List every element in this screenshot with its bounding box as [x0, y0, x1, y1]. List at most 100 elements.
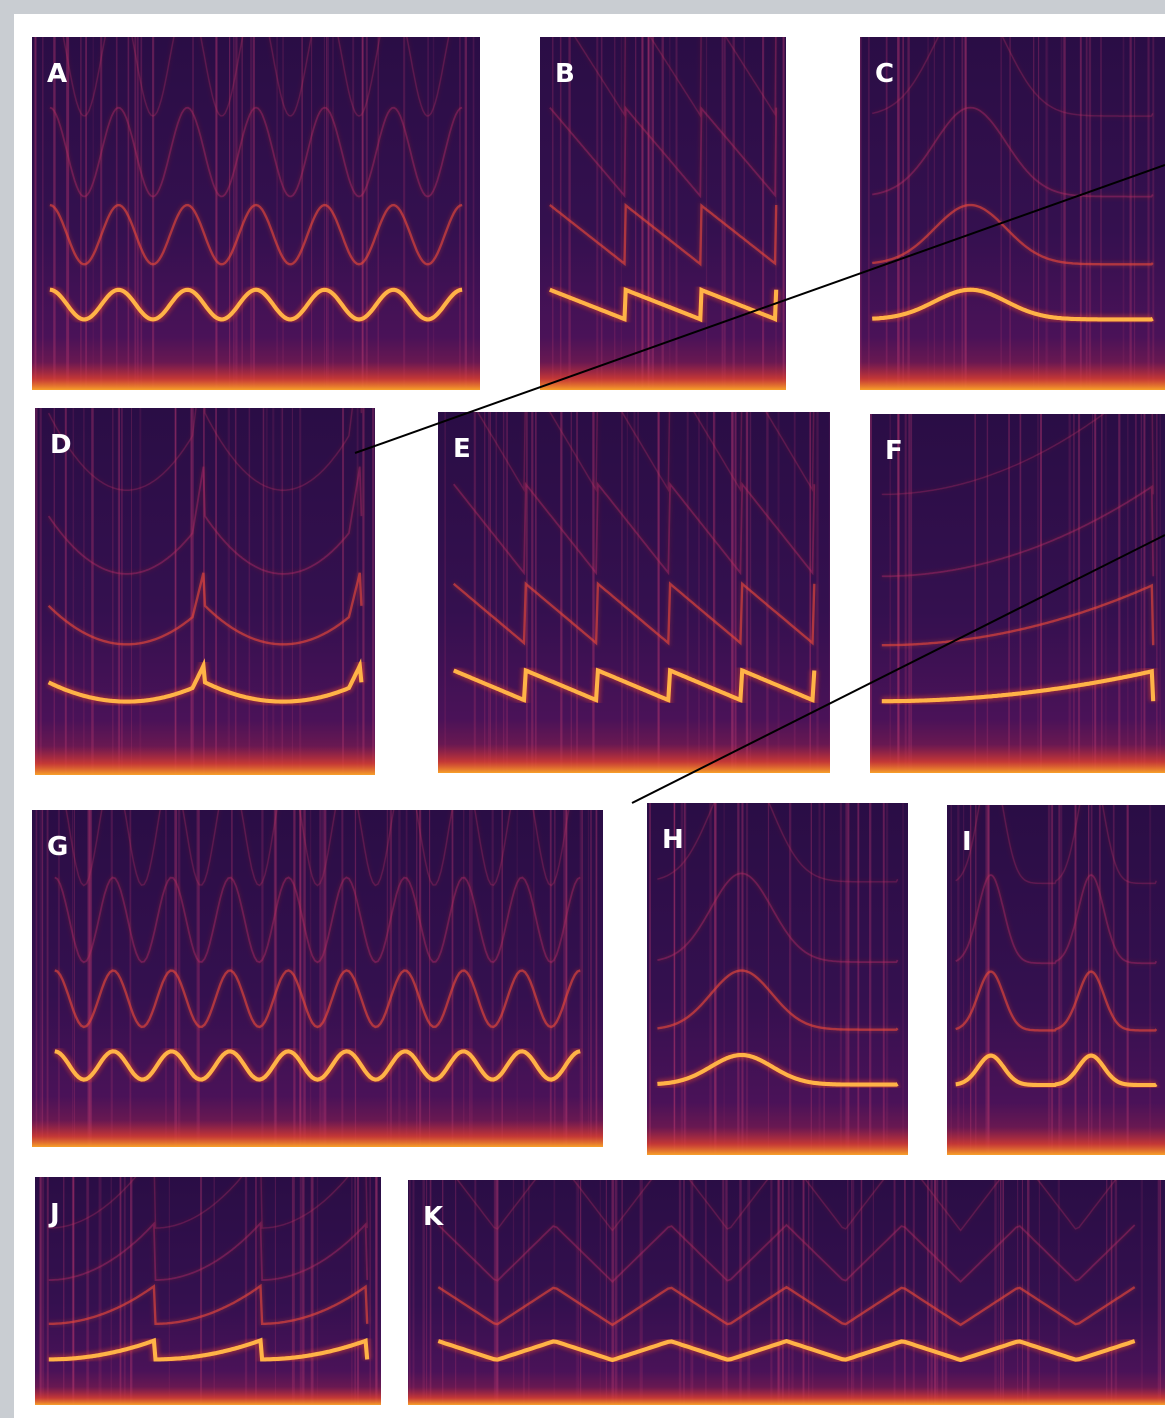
- harmonic: [657, 872, 899, 963]
- harmonic: [955, 1053, 1158, 1088]
- harmonic: [54, 1049, 581, 1082]
- harmonic-glow: [871, 37, 1154, 118]
- harmonic: [476, 412, 815, 493]
- noise-floor: [32, 1120, 603, 1147]
- harmonic: [437, 1285, 1136, 1327]
- panel-label: K: [423, 1202, 444, 1232]
- frame-top: [0, 0, 1165, 14]
- noise-floor: [947, 1127, 1165, 1155]
- spectrogram-panel: F: [870, 414, 1165, 773]
- harmonic-glow: [573, 37, 777, 119]
- panel-content: [35, 1177, 381, 1405]
- spectrogram-panel: J: [35, 1177, 381, 1405]
- panel-background: [947, 805, 1165, 1155]
- panel-background: [32, 37, 480, 390]
- harmonic-glow: [54, 875, 581, 964]
- panel-background: [438, 412, 830, 773]
- panel-label: C: [875, 59, 894, 89]
- noise-floor: [438, 744, 830, 773]
- harmonic: [872, 287, 1154, 322]
- harmonic: [437, 1338, 1136, 1363]
- harmonic-glow: [955, 805, 1158, 885]
- harmonic: [54, 969, 581, 1029]
- harmonic: [549, 105, 778, 199]
- harmonic: [574, 37, 777, 119]
- panel-label: J: [48, 1199, 60, 1229]
- harmonic-glow: [657, 872, 899, 964]
- harmonic: [881, 485, 1155, 578]
- harmonic: [881, 583, 1155, 647]
- panel-background: [647, 803, 908, 1155]
- harmonic: [872, 37, 1154, 117]
- harmonic: [881, 668, 1156, 704]
- panel-label: G: [47, 832, 68, 862]
- panel-content: [35, 408, 375, 775]
- panel-background: [860, 37, 1165, 390]
- panel-content: [860, 37, 1165, 390]
- noise-floor: [35, 745, 375, 775]
- panel-background: [32, 810, 603, 1147]
- harmonic: [65, 810, 570, 887]
- spectrogram-panel: G: [32, 810, 603, 1147]
- harmonic: [48, 1337, 370, 1362]
- pointer-line: [354, 164, 1165, 454]
- panel-background: [540, 37, 786, 390]
- harmonic-glow: [47, 466, 363, 576]
- noise-floor: [647, 1126, 908, 1155]
- panel-label: D: [50, 430, 72, 460]
- harmonic-glow: [452, 480, 816, 577]
- harmonic: [549, 286, 779, 323]
- harmonic-glow: [49, 106, 463, 199]
- harmonic: [452, 667, 817, 703]
- harmonic-glow: [476, 412, 815, 494]
- harmonic-glow: [48, 1219, 369, 1282]
- panel-label: I: [962, 827, 972, 857]
- noise-floor: [870, 744, 1165, 773]
- panel-content: [32, 810, 603, 1147]
- noise-floor: [540, 361, 786, 390]
- panel-label: E: [453, 434, 471, 464]
- harmonic: [657, 969, 899, 1031]
- spectrogram-panel: H: [647, 803, 908, 1155]
- harmonic: [47, 466, 363, 575]
- panel-background: [408, 1180, 1165, 1405]
- panel-content: [947, 805, 1165, 1155]
- harmonic: [47, 658, 364, 704]
- panel-background: [870, 414, 1165, 773]
- harmonic: [49, 106, 463, 198]
- panel-content: [408, 1180, 1165, 1405]
- harmonic: [955, 874, 1158, 965]
- panel-label: H: [662, 825, 684, 855]
- harmonic: [955, 805, 1157, 885]
- harmonic-glow: [881, 484, 1155, 578]
- noise-floor: [32, 361, 480, 390]
- spectrogram-panel: I: [947, 805, 1165, 1155]
- harmonic: [48, 1177, 368, 1229]
- panel-content: [647, 803, 908, 1155]
- harmonic: [955, 970, 1158, 1032]
- panel-content: [438, 412, 830, 773]
- panel-content: [540, 37, 786, 390]
- harmonic: [872, 106, 1154, 198]
- spectrogram-panel: C: [860, 37, 1165, 390]
- harmonic: [657, 803, 899, 883]
- harmonic: [48, 1221, 369, 1282]
- harmonic: [437, 1223, 1136, 1283]
- harmonic: [47, 572, 363, 646]
- spectrogram-panel: A: [32, 37, 480, 390]
- harmonic-glow: [47, 408, 363, 492]
- noise-floor: [408, 1387, 1165, 1405]
- harmonic: [549, 202, 778, 267]
- harmonic: [872, 203, 1154, 266]
- harmonic: [452, 581, 816, 646]
- noise-floor: [35, 1386, 381, 1405]
- frame-left: [0, 0, 14, 1418]
- spectrogram-panel: K: [408, 1180, 1165, 1405]
- panel-content: [870, 414, 1165, 773]
- panel-label: B: [555, 59, 575, 89]
- harmonic-glow: [955, 873, 1158, 965]
- spectrogram-panel: E: [438, 412, 830, 773]
- harmonic: [48, 1283, 369, 1325]
